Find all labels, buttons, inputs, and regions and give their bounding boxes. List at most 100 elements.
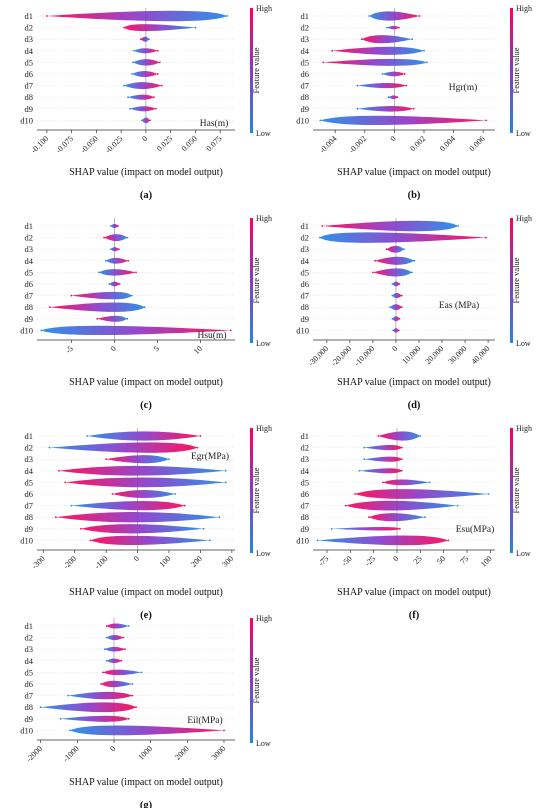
outlier-point — [122, 636, 125, 639]
x-tick-label: 3000 — [210, 744, 228, 762]
feature-name-label: Hsu(m) — [197, 330, 226, 341]
outlier-point — [156, 73, 159, 75]
feature-label: d9 — [301, 104, 310, 114]
violin-mark — [322, 220, 459, 232]
outlier-point — [70, 504, 73, 507]
feature-name-label: Hgr(m) — [449, 82, 478, 93]
feature-label: d1 — [301, 431, 310, 441]
outlier-point — [419, 435, 422, 437]
feature-label: d4 — [25, 656, 34, 666]
outlier-point — [48, 446, 51, 449]
feature-label: d2 — [301, 23, 310, 33]
x-tick-label: 0.050 — [180, 134, 199, 153]
outlier-point — [400, 306, 403, 309]
colorbar-high-label: High — [256, 424, 272, 433]
colorbar-low-label: Low — [516, 549, 531, 558]
violin-mark — [140, 36, 149, 42]
colorbar-title: Feature value — [511, 257, 521, 303]
feature-label: d4 — [25, 256, 34, 266]
outlier-point — [102, 671, 104, 674]
outlier-point — [218, 516, 221, 519]
outlier-point — [224, 469, 227, 472]
colorbar-high-label: High — [516, 424, 532, 433]
feature-label: d10 — [296, 325, 309, 335]
outlier-point — [104, 259, 107, 262]
violin-mark — [90, 535, 210, 546]
outlier-point — [158, 61, 161, 64]
violin-mark — [111, 223, 118, 229]
panel-caption: (f) — [409, 610, 420, 621]
outlier-point — [428, 481, 431, 484]
colorbar-high-label: High — [516, 214, 532, 223]
outlier-point — [391, 317, 394, 320]
x-tick-label: 0.025 — [155, 134, 174, 153]
feature-label: d1 — [25, 431, 34, 441]
feature-label: d3 — [25, 34, 34, 44]
outlier-point — [398, 283, 401, 285]
outlier-point — [356, 107, 359, 110]
outlier-point — [127, 717, 130, 720]
outlier-point — [322, 61, 325, 64]
violin-mark — [41, 325, 231, 336]
outlier-point — [354, 493, 356, 495]
feature-label: d9 — [25, 714, 34, 724]
x-tick-label: -50 — [340, 554, 354, 568]
violin-mark — [40, 702, 136, 713]
feature-label: d2 — [301, 233, 310, 243]
outlier-point — [86, 435, 89, 437]
x-tick-label: 20,000 — [424, 344, 446, 366]
feature-label: d9 — [25, 314, 34, 324]
violin-mark — [59, 465, 226, 476]
violin-mark — [46, 10, 228, 22]
colorbar-low-label: Low — [256, 739, 271, 748]
x-axis-label: SHAP value (impact on model output) — [69, 777, 223, 788]
feature-label: d6 — [301, 69, 310, 79]
x-tick-label: -0.050 — [79, 134, 100, 155]
outlier-point — [132, 61, 134, 64]
feature-label: d6 — [25, 679, 34, 689]
outlier-point — [321, 225, 324, 227]
violin-mark — [369, 11, 420, 21]
feature-label: d4 — [301, 256, 310, 266]
violin-mark — [71, 291, 132, 300]
feature-label: d6 — [301, 489, 310, 499]
feature-label: d1 — [301, 11, 310, 21]
outlier-point — [58, 469, 60, 472]
outlier-point — [120, 659, 123, 662]
colorbar-low-label: Low — [256, 339, 271, 348]
violin-mark — [49, 302, 145, 312]
outlier-point — [363, 446, 366, 449]
outlier-point — [392, 329, 395, 332]
outlier-point — [141, 119, 143, 122]
feature-label: d7 — [301, 501, 310, 511]
colorbar — [510, 428, 513, 553]
outlier-point — [396, 96, 399, 99]
colorbar-low-label: Low — [516, 129, 531, 138]
feature-name-label: Eas (MPa) — [439, 300, 479, 311]
violin-mark — [98, 269, 136, 276]
colorbar-high-label: High — [516, 4, 532, 13]
violin-mark — [372, 268, 413, 277]
x-tick-label: -0.002 — [347, 134, 368, 155]
x-tick-label: -0.025 — [104, 134, 125, 155]
outlier-point — [316, 539, 319, 542]
x-tick-label: 100 — [158, 554, 173, 569]
violin-mark — [359, 468, 402, 474]
violin-mark — [65, 477, 226, 488]
violin-mark — [319, 232, 486, 243]
feature-name-label: Esu(MPa) — [456, 524, 495, 535]
outlier-point — [412, 107, 415, 110]
feature-label: d8 — [25, 92, 34, 102]
feature-label: d5 — [25, 267, 34, 277]
x-tick-label: 10,000 — [400, 344, 422, 366]
x-axis-label: SHAP value (impact on model output) — [337, 587, 491, 598]
outlier-point — [103, 236, 106, 239]
x-tick-label: 0 — [389, 134, 398, 143]
outlier-point — [371, 271, 374, 274]
feature-label: d9 — [25, 524, 34, 534]
violin-mark — [106, 635, 124, 641]
feature-label: d5 — [25, 477, 34, 487]
outlier-point — [160, 84, 163, 87]
violin-mark — [392, 316, 400, 322]
x-tick-label: 0 — [140, 134, 149, 143]
